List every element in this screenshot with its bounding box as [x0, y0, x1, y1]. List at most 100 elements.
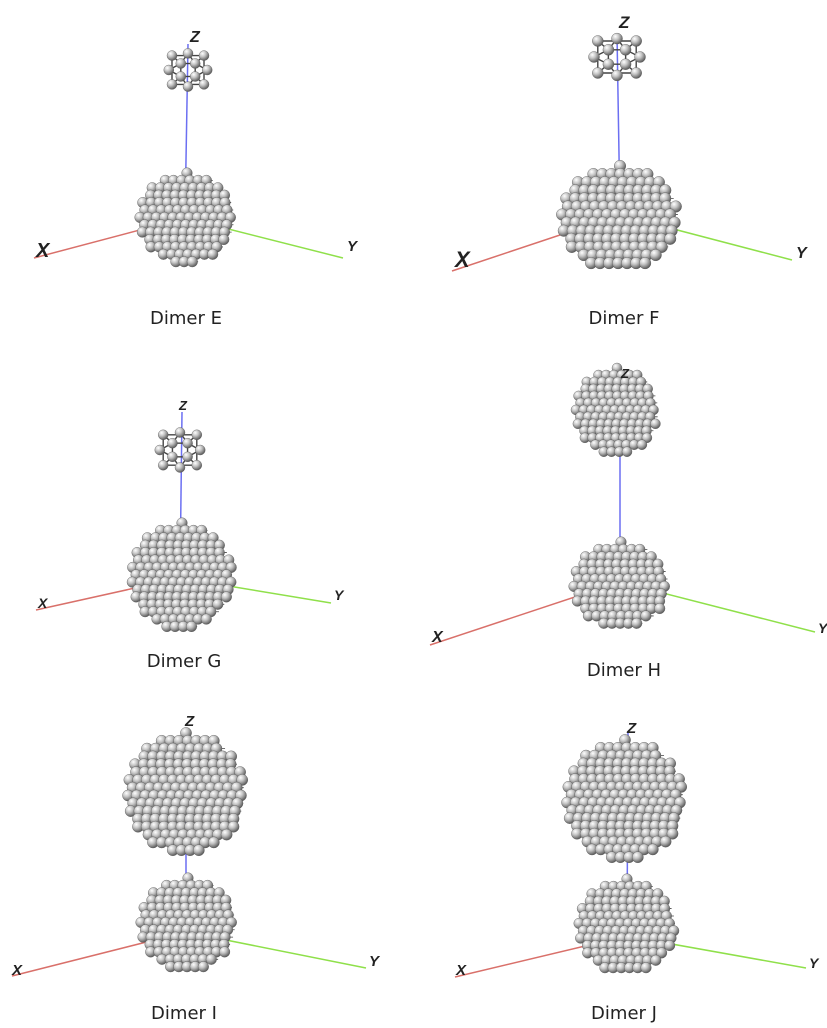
atom: [619, 44, 632, 56]
lower-cluster: [573, 873, 680, 974]
atom: [636, 439, 648, 450]
atom: [212, 598, 224, 610]
atom: [650, 954, 662, 966]
atom: [175, 58, 187, 69]
upper-cluster: [154, 427, 206, 473]
atom: [174, 462, 186, 473]
panel-dimer-h: X Y Z: [429, 362, 827, 646]
atom: [666, 827, 679, 840]
atom: [157, 460, 169, 471]
panel-dimer-i: X Y Z: [11, 713, 381, 979]
atom: [588, 51, 600, 63]
atom: [186, 256, 198, 268]
y-axis-label: Y: [796, 245, 808, 262]
atom: [166, 50, 178, 61]
atom: [163, 64, 175, 76]
atom: [185, 621, 197, 633]
atom: [647, 843, 659, 856]
atom: [650, 418, 661, 429]
atom: [640, 962, 652, 974]
z-axis-label: Z: [189, 29, 201, 46]
atom: [664, 940, 676, 952]
atom: [198, 79, 210, 90]
upper-cluster: [570, 362, 661, 457]
y-axis-label: Y: [334, 587, 345, 603]
atom: [611, 69, 623, 82]
atom: [639, 257, 652, 270]
z-axis-label: Z: [184, 713, 195, 730]
panel-dimer-g: X Y Z: [35, 398, 345, 633]
atom: [219, 946, 231, 958]
atom: [182, 451, 193, 462]
x-axis-label: X: [11, 962, 23, 979]
atom: [167, 438, 178, 449]
lower-cluster: [126, 517, 237, 633]
atom: [659, 835, 672, 848]
z-axis-label: Z: [626, 720, 637, 737]
atom: [194, 444, 206, 456]
atom: [631, 617, 643, 629]
atom: [167, 451, 178, 462]
atom: [175, 71, 187, 82]
y-axis-label: Y: [818, 620, 827, 636]
atom: [182, 48, 194, 59]
atom: [200, 613, 212, 625]
x-axis-label: X: [35, 240, 51, 262]
y-axis-label: Y: [347, 238, 359, 255]
upper-cluster: [561, 734, 688, 864]
atom: [656, 947, 668, 959]
caption-dimer-e: Dimer E: [150, 308, 222, 329]
atom: [207, 248, 219, 260]
atom: [592, 67, 604, 79]
atom: [220, 591, 232, 603]
caption-dimer-g: Dimer G: [146, 651, 222, 672]
y-axis-label: Y: [369, 953, 381, 970]
atom: [192, 844, 205, 857]
upper-cluster: [588, 32, 646, 82]
caption-dimer-h: Dimer H: [586, 660, 662, 681]
atom: [198, 50, 210, 61]
atom: [227, 820, 240, 833]
panel-dimer-j: X Y Z: [454, 720, 820, 979]
atom: [166, 79, 178, 90]
z-axis-label: Z: [178, 398, 188, 413]
atom: [189, 58, 201, 69]
atom: [174, 427, 186, 438]
x-axis-label: X: [37, 595, 49, 611]
atom: [655, 240, 668, 253]
atom: [632, 851, 644, 864]
atom: [619, 58, 632, 70]
atom: [630, 35, 642, 47]
panel-dimer-f: X Y Z: [451, 13, 808, 272]
atom: [191, 429, 203, 440]
caption-dimer-i: Dimer I: [151, 1003, 217, 1024]
atom: [191, 460, 203, 471]
atom: [182, 438, 193, 449]
atom: [182, 81, 194, 92]
lower-cluster: [568, 536, 670, 629]
panel-dimer-e: X Y Z: [33, 29, 359, 268]
z-axis-label: Z: [620, 366, 630, 381]
atom: [201, 64, 213, 76]
atom: [205, 953, 217, 965]
lower-cluster: [135, 872, 237, 973]
upper-cluster: [163, 48, 213, 92]
y-axis-label: Y: [809, 955, 820, 971]
caption-dimer-j: Dimer J: [591, 1003, 657, 1024]
atom: [592, 35, 604, 47]
atom: [630, 67, 642, 79]
atom: [621, 446, 633, 457]
atom: [602, 44, 615, 56]
atom: [664, 232, 677, 245]
atom: [157, 429, 169, 440]
x-axis-label: X: [453, 247, 471, 272]
atom: [154, 444, 166, 456]
z-axis-label: Z: [618, 13, 630, 32]
atom: [634, 51, 646, 63]
x-axis-label: X: [455, 962, 467, 979]
lower-cluster: [556, 159, 682, 270]
atom: [611, 32, 623, 45]
atom: [220, 828, 233, 841]
x-axis-label: X: [431, 629, 444, 646]
